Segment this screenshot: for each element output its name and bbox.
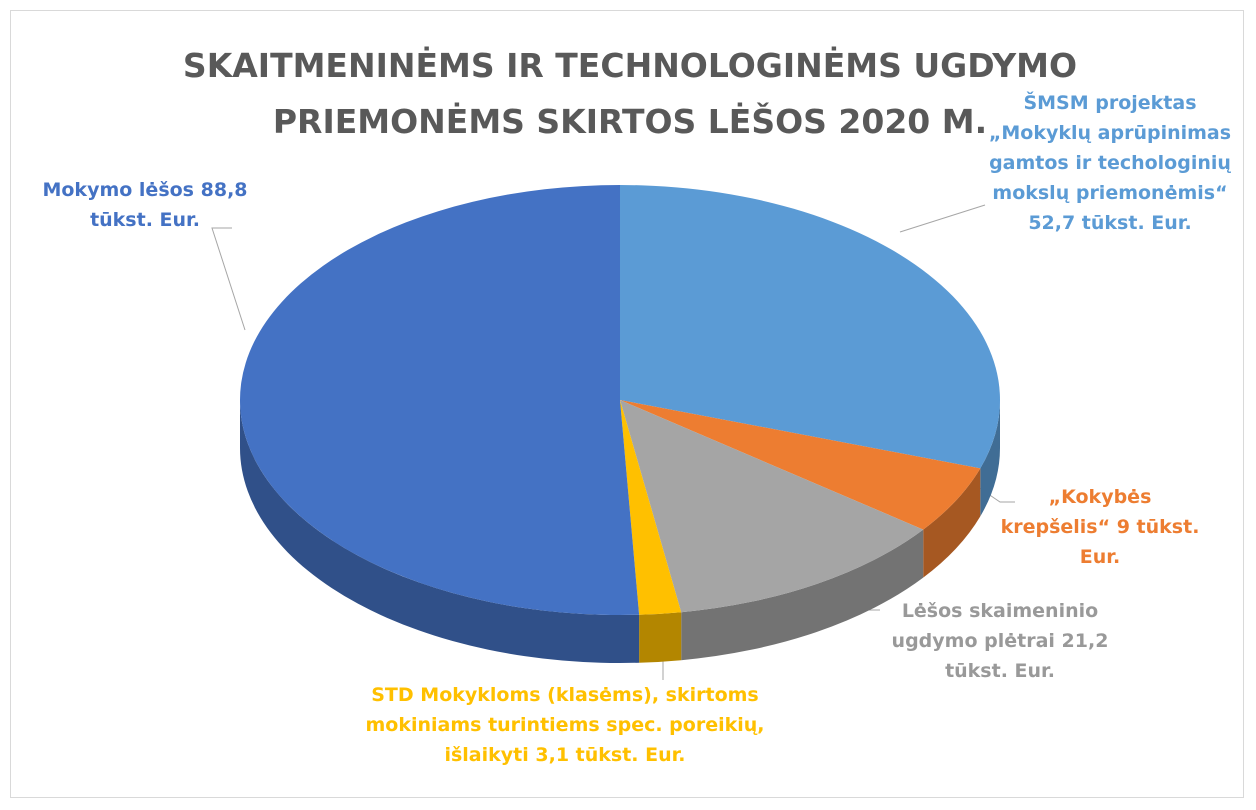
data-label: ŠMSM projektas „Mokyklų aprūpinimas gamt…: [980, 88, 1240, 238]
slice: [620, 185, 1001, 469]
label-text: Mokymo lėšos: [42, 179, 194, 201]
pie-layer: [240, 185, 1001, 615]
slice-side: [980, 400, 1000, 517]
label-text: 52,7 tūkst. Eur.: [1028, 212, 1192, 234]
label-text: 9 tūkst. Eur.: [1079, 516, 1200, 568]
label-text: ŠMSM projektas „Mokyklų aprūpinimas gamt…: [988, 92, 1232, 204]
label-text: 3,1 tūkst. Eur.: [535, 744, 686, 766]
label-text: 88,8 tūkst. Eur.: [90, 179, 248, 231]
slice-side: [923, 468, 981, 578]
leader-line: [899, 204, 986, 233]
chart-frame: [10, 10, 1244, 798]
label-text: „Kokybės krepšelis“: [1000, 486, 1152, 538]
slice-side: [639, 612, 682, 663]
label-text: STD Mokykloms (klasėms), skirtoms mokini…: [365, 684, 765, 766]
data-label: „Kokybės krepšelis“ 9 tūkst. Eur.: [1000, 482, 1200, 572]
slice: [240, 185, 640, 615]
data-label: STD Mokykloms (klasėms), skirtoms mokini…: [345, 680, 785, 770]
data-label: Lėšos skaimeninio ugdymo plėtrai 21,2 tū…: [880, 596, 1120, 686]
data-label: Mokymo lėšos 88,8 tūkst. Eur.: [25, 175, 265, 235]
slice-side: [681, 529, 924, 661]
leader-line: [211, 227, 246, 331]
slice-side: [240, 400, 640, 663]
label-text: Lėšos skaimeninio ugdymo plėtrai: [891, 600, 1099, 652]
chart-title: SKAITMENINĖMS IR TECHNOLOGINĖMS UGDYMO P…: [182, 46, 1078, 141]
pie-layer: [240, 400, 1000, 663]
label-text: 21,2 tūkst. Eur.: [945, 630, 1109, 682]
slice: [620, 400, 682, 615]
slice: [620, 400, 924, 613]
slice: [620, 400, 981, 530]
